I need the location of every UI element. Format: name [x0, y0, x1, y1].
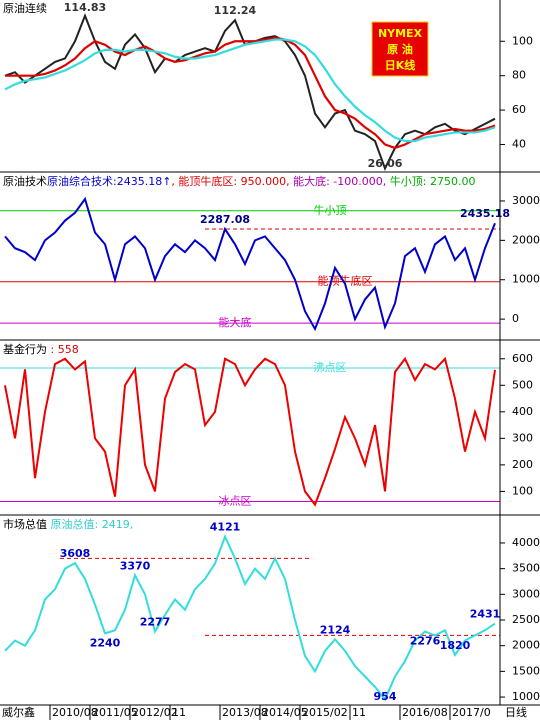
y-tick-label: 300 [512, 431, 533, 444]
data-label: 26.06 [368, 157, 403, 170]
y-tick-label: 2500 [512, 613, 540, 626]
y-tick-label: 100 [512, 34, 533, 47]
panel-title: 基金行为 [3, 342, 47, 356]
y-tick-label: 3500 [512, 562, 540, 575]
data-label: 112.24 [214, 4, 257, 17]
panel-header: 原油连续 [3, 1, 47, 15]
y-tick-label: 4000 [512, 536, 540, 549]
series-line [4, 534, 496, 702]
x-tick-label: 2010/08 [52, 706, 98, 719]
x-tick-label: 2014/05 [262, 706, 308, 719]
reference-label: 冰点区 [219, 494, 252, 507]
x-axis-right-label: 日线 [505, 705, 527, 719]
data-label: 2435.18 [460, 207, 510, 220]
y-tick-label: 1500 [512, 664, 540, 677]
data-label: 954 [374, 690, 397, 703]
y-tick-label: 2000 [512, 233, 540, 246]
badge-text: 日K线 [385, 58, 416, 72]
badge-text: 原 油 [387, 42, 413, 56]
y-tick-label: 60 [512, 103, 526, 116]
series-line [4, 356, 496, 507]
legend-entry: : 558 [47, 343, 79, 356]
badge-box [371, 21, 429, 77]
data-label: 2277 [140, 615, 171, 628]
panel-title: 市场总值 [3, 517, 47, 531]
x-tick-label: 2011/05 [92, 706, 138, 719]
panel-header: 市场总值 原油总值: 2419, [3, 517, 133, 531]
x-axis-left-label: 威尔鑫 [2, 705, 35, 719]
x-tick-label: 2017/0 [452, 706, 491, 719]
legend-entry: 原油综合技术:2435.18↑ [47, 174, 171, 188]
reference-label: 牛小顶 [314, 203, 347, 217]
panel-header: 基金行为 : 558 [3, 342, 79, 356]
reference-label: 能大底 [219, 315, 252, 329]
x-tick-label: 2012/02 [132, 706, 178, 719]
y-tick-label: 400 [512, 405, 533, 418]
data-label: 2240 [90, 636, 121, 649]
y-tick-label: 80 [512, 69, 526, 82]
data-label: 2276 [410, 635, 441, 648]
y-tick-label: 500 [512, 378, 533, 391]
data-label: 2431 [470, 608, 501, 621]
x-tick-label: 11 [352, 706, 366, 719]
y-tick-label: 2000 [512, 639, 540, 652]
y-tick-label: 100 [512, 484, 533, 497]
reference-label: 沸点区 [314, 361, 347, 374]
data-label: 2124 [320, 623, 351, 636]
x-tick-label: 2015/02 [302, 706, 348, 719]
y-tick-label: 3000 [512, 194, 540, 207]
legend-entry: 原油总值: 2419, [47, 517, 133, 531]
badge-text: NYMEX [378, 27, 423, 40]
series-line [4, 38, 496, 143]
x-tick-label: 2013/08 [222, 706, 268, 719]
y-tick-label: 3000 [512, 587, 540, 600]
panel-header: 原油技术原油综合技术:2435.18↑, 能顶牛底区: 950.000, 能大底… [3, 174, 475, 188]
y-tick-label: 0 [512, 312, 519, 325]
data-label: 4121 [210, 521, 241, 534]
series-line [4, 196, 496, 332]
y-tick-label: 1000 [512, 690, 540, 703]
y-tick-label: 40 [512, 137, 526, 150]
x-tick-label: 2016/08 [402, 706, 448, 719]
panel-title: 原油连续 [3, 1, 47, 15]
data-label: 3370 [120, 559, 151, 572]
legend-entry: , 能顶牛底区: 950.000, [171, 174, 289, 188]
panel-title: 原油技术 [3, 174, 47, 188]
y-tick-label: 600 [512, 352, 533, 365]
data-label: 2287.08 [200, 213, 250, 226]
data-label: 114.83 [64, 1, 106, 14]
legend-entry: 牛小顶: 2750.00 [386, 174, 475, 188]
y-tick-label: 1000 [512, 273, 540, 286]
data-label: 1820 [440, 639, 471, 652]
data-label: 3608 [60, 547, 91, 560]
x-tick-label: 11 [172, 706, 186, 719]
y-tick-label: 200 [512, 458, 533, 471]
legend-entry: 能大底: -100.000, [290, 174, 387, 188]
